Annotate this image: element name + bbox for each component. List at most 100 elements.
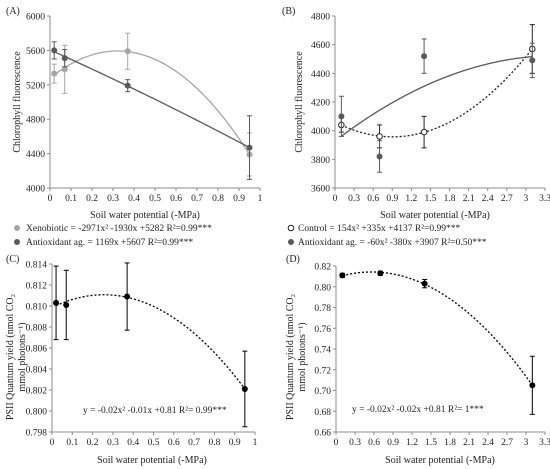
panel-b-y-tick-label: 4200 (311, 99, 330, 109)
panel-c-y-tick-label: 0.806 (26, 345, 48, 355)
panel-c-y-tick-label: 0.798 (26, 429, 48, 439)
panel-a-y-tick-label: 5600 (26, 47, 45, 57)
panel-d-ylabel-line2: mmol photons⁻¹) (297, 322, 308, 391)
panel-d-x-tick-label: 2.4 (482, 438, 494, 448)
panel-c-x-tick-label: 0.7 (188, 438, 200, 448)
panel-d-x-tick-label: 3.3 (539, 438, 550, 448)
legend-xenobiotic-text: Xenobiotic = -2971x² -1930x +5282 R²=0.9… (26, 224, 212, 234)
panel-d-x-tick-label: 1.5 (425, 438, 437, 448)
panel-a-x-tick-label: 0.2 (86, 194, 98, 204)
panel-b-x-tick-label: 0.9 (386, 194, 398, 204)
panel-b-data-point (420, 128, 428, 136)
panel-b-x-tick-label: 1.5 (425, 194, 437, 204)
panel-b-x-tick-label: 2.7 (501, 194, 513, 204)
panel-c-x-tick-label: 0.2 (87, 438, 99, 448)
panel-c-fit-curve-1 (55, 294, 246, 390)
panel-a-data-point (61, 55, 68, 62)
panel-b: (B) Chlorophyll fluorescence Soil water … (282, 6, 550, 248)
panel-d-y-tick-label: 0.72 (314, 366, 331, 376)
panel-b-data-point (376, 153, 383, 160)
panel-a-label: (A) (6, 6, 20, 17)
panel-a-xlabel: Soil water potential (-MPa) (90, 210, 200, 221)
panel-a-x-tick-label: 1 (258, 194, 263, 204)
panel-c-x-tick-label: 0.8 (208, 438, 220, 448)
panel-b-x-tick-label: 2.1 (463, 194, 475, 204)
panel-b-x-tick-label: 3 (524, 194, 529, 204)
panel-a-data-point (246, 144, 253, 151)
panel-b-x-tick-label: 1.8 (444, 194, 456, 204)
panel-a-x-tick-label: 0 (48, 194, 53, 204)
panel-a-ylabel: Chlorophyll fluorescence (12, 51, 23, 153)
panel-b-x-tick-label: 2.4 (482, 194, 494, 204)
panel-c-x-tick-label: 0.6 (168, 438, 180, 448)
panel-c-y-tick-label: 0.802 (26, 387, 48, 397)
panel-d-data-point (377, 270, 384, 277)
panel-d-x-tick-label: 2.7 (501, 438, 513, 448)
panel-b-x-tick-label: 3.3 (539, 194, 550, 204)
panel-b-y-tick-label: 4600 (311, 41, 330, 51)
panel-b-data-point (529, 57, 536, 64)
legend-control-text: Control = 154x² +335x +4137 R²=0.99*** (298, 224, 460, 234)
panel-a-fit-curve-2 (53, 51, 250, 149)
panel-a-y-tick-label: 4400 (26, 150, 45, 160)
panel-b-x-tick-label: 0 (333, 194, 338, 204)
panel-c-data-point (63, 301, 70, 308)
panel-c-label: (C) (6, 254, 19, 265)
panel-b-legend: Control = 154x² +335x +4137 R²=0.99*** A… (287, 224, 487, 248)
panel-d-x-tick-label: 1.8 (444, 438, 456, 448)
panel-a-data-point (51, 47, 58, 54)
panel-d-equation: y = -0.02x² -0.02x +0.81 R²= 1*** (352, 405, 484, 415)
panel-a-x-tick-label: 0.1 (65, 194, 77, 204)
panel-a-y-tick-label: 4800 (26, 116, 45, 126)
panel-b-xlabel: Soil water potential (-MPa) (380, 210, 490, 221)
panel-d-x-tick-label: 3 (524, 438, 529, 448)
panel-d-y-tick-label: 0.70 (314, 387, 331, 397)
panel-c-x-tick-label: 0.3 (107, 438, 119, 448)
panel-b-y-tick-label: 3600 (311, 185, 330, 195)
panel-a-x-tick-label: 0.6 (170, 194, 182, 204)
panel-d-ylabel-line1: PSII Quantum yield (nmol CO₂ (285, 294, 296, 420)
panel-d-x-tick-label: 0.9 (387, 438, 399, 448)
panel-a: (A) Chlorophyll fluorescence Soil water … (6, 6, 263, 248)
panel-a-fit-curve-1 (53, 50, 251, 155)
panel-d-y-tick-label: 0.80 (314, 283, 331, 293)
panel-b-x-tick-label: 1.2 (405, 194, 417, 204)
panel-d-y-tick-label: 0.82 (314, 263, 331, 273)
panel-d-xlabel: Soil water potential (-MPa) (385, 455, 495, 466)
panel-b-fit-curve-1 (341, 48, 533, 138)
legend-control-marker (287, 224, 295, 232)
panel-c-x-tick-label: 0.4 (127, 438, 139, 448)
panel-d-data-point (529, 382, 536, 389)
panel-c-y-tick-label: 0.804 (26, 366, 48, 376)
panel-a-y-tick-label: 4000 (26, 185, 45, 195)
panel-b-y-tick-label: 4800 (311, 13, 330, 23)
panel-d-data-point (339, 272, 346, 279)
legend-antioxidant-b-text: Antioxidant ag. = -60x² -380x +3907 R²=0… (298, 238, 487, 248)
panel-d-y-tick-label: 0.66 (314, 429, 331, 439)
panel-b-y-tick-label: 3800 (311, 156, 330, 166)
panel-d: (D) PSII Quantum yield (nmol CO₂ mmol ph… (285, 254, 550, 466)
panel-d-y-tick-label: 0.78 (314, 304, 331, 314)
panel-d-x-tick-label: 0.3 (349, 438, 361, 448)
panel-a-x-tick-label: 0.5 (149, 194, 161, 204)
panel-b-x-tick-label: 0.3 (348, 194, 360, 204)
panel-b-fit-curve-2 (340, 55, 533, 137)
panel-d-fit-curve-1 (342, 271, 533, 386)
panel-a-legend: Xenobiotic = -2971x² -1930x +5282 R²=0.9… (14, 224, 212, 248)
panel-c-ylabel-line1: PSII Quantum yield (nmol CO₂ (5, 294, 16, 420)
panel-a-x-tick-label: 0.3 (107, 194, 119, 204)
panel-d-label: (D) (286, 254, 300, 265)
panel-c-data-point (124, 293, 131, 300)
panel-c-y-tick-label: 0.810 (26, 303, 48, 313)
panel-b-label: (B) (282, 6, 295, 17)
legend-antioxidant-marker (14, 239, 20, 245)
panel-d-x-tick-label: 0.6 (368, 438, 380, 448)
panel-a-x-tick-label: 0.7 (191, 194, 203, 204)
panel-d-x-tick-label: 2.1 (463, 438, 475, 448)
panel-b-data-point (376, 133, 383, 140)
panel-c-x-tick-label: 0.5 (148, 438, 160, 448)
panel-d-y-tick-label: 0.68 (314, 408, 331, 418)
panel-c-x-tick-label: 1 (253, 438, 258, 448)
panel-a-data-point (124, 48, 131, 55)
